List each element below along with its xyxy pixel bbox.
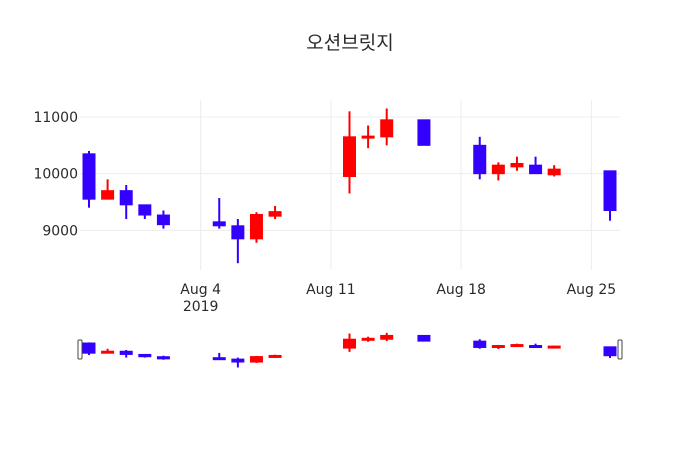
candle-body bbox=[212, 357, 226, 361]
range-slider-candles bbox=[82, 332, 617, 368]
range-slider-left-handle[interactable] bbox=[77, 339, 83, 360]
candle-2019-08-13[interactable] bbox=[361, 125, 375, 149]
candle-body bbox=[361, 337, 375, 341]
candle-body bbox=[82, 153, 96, 200]
slider-candle-2019-08-13[interactable] bbox=[361, 336, 375, 342]
candle-2019-07-29[interactable] bbox=[82, 151, 96, 208]
candle-body bbox=[361, 135, 375, 139]
candle-body bbox=[101, 190, 115, 200]
x-tick-label: Aug 4 bbox=[180, 282, 221, 298]
candle-body bbox=[156, 356, 170, 360]
candle-2019-08-07[interactable] bbox=[249, 212, 263, 243]
candle-body bbox=[101, 350, 115, 354]
candle-body bbox=[138, 204, 152, 216]
candle-2019-08-06[interactable] bbox=[231, 219, 245, 264]
slider-candle-2019-07-30[interactable] bbox=[101, 348, 115, 354]
y-tick-label: 9000 bbox=[42, 223, 78, 239]
candle-2019-08-08[interactable] bbox=[268, 205, 282, 219]
candle-body bbox=[510, 344, 524, 348]
candle-body bbox=[82, 342, 96, 354]
chart-title: 오션브릿지 bbox=[306, 32, 393, 54]
candle-body bbox=[119, 350, 133, 355]
candle-body bbox=[547, 345, 561, 349]
candle-body bbox=[510, 162, 524, 168]
slider-candle-2019-08-12[interactable] bbox=[343, 333, 356, 352]
y-tick-label: 10000 bbox=[33, 167, 78, 183]
candle-body bbox=[119, 190, 133, 206]
y-tick-label: 11000 bbox=[33, 110, 78, 126]
candle-body bbox=[156, 214, 170, 226]
slider-candle-2019-07-29[interactable] bbox=[82, 342, 96, 356]
slider-candle-2019-08-16[interactable] bbox=[417, 334, 431, 342]
candle-body bbox=[380, 334, 394, 340]
x-tick-label: Aug 25 bbox=[567, 282, 617, 298]
candle-2019-08-01[interactable] bbox=[138, 204, 152, 219]
candle-body bbox=[231, 225, 245, 240]
candle-2019-08-20[interactable] bbox=[491, 162, 505, 181]
slider-candle-2019-08-22[interactable] bbox=[529, 343, 543, 349]
candle-body bbox=[417, 119, 431, 146]
candle-body bbox=[529, 345, 543, 349]
candle-2019-08-21[interactable] bbox=[510, 156, 524, 171]
candle-body bbox=[231, 358, 245, 363]
candle-body bbox=[268, 211, 282, 217]
slider-candle-2019-08-19[interactable] bbox=[473, 339, 487, 349]
candle-body bbox=[603, 170, 617, 211]
candle-2019-08-19[interactable] bbox=[473, 136, 487, 180]
range-slider-right-handle[interactable] bbox=[617, 339, 623, 360]
candle-2019-08-23[interactable] bbox=[547, 165, 561, 177]
slider-candle-2019-07-31[interactable] bbox=[119, 350, 133, 358]
slider-candle-2019-08-23[interactable] bbox=[547, 345, 561, 349]
candle-2019-08-14[interactable] bbox=[380, 108, 394, 146]
candle-2019-08-22[interactable] bbox=[529, 156, 543, 175]
candle-body bbox=[473, 340, 487, 348]
candle-body bbox=[547, 168, 561, 176]
slider-candle-2019-08-06[interactable] bbox=[231, 357, 245, 368]
candle-body bbox=[138, 353, 152, 358]
candle-body bbox=[212, 221, 226, 227]
candle-layer[interactable] bbox=[82, 108, 617, 264]
x-tick-label: Aug 11 bbox=[306, 282, 356, 298]
candle-body bbox=[343, 136, 356, 177]
candle-body bbox=[249, 213, 263, 240]
x-tick-sublabel: 2019 bbox=[183, 299, 219, 315]
candle-2019-08-26[interactable] bbox=[603, 170, 617, 221]
slider-candle-2019-08-02[interactable] bbox=[156, 355, 170, 360]
slider-candle-2019-08-26[interactable] bbox=[603, 346, 617, 358]
candle-body bbox=[529, 164, 543, 175]
candle-body bbox=[343, 338, 356, 349]
candle-body bbox=[417, 334, 431, 342]
range-slider[interactable] bbox=[77, 332, 623, 368]
candle-2019-08-16[interactable] bbox=[417, 119, 431, 146]
candle-2019-08-05[interactable] bbox=[212, 198, 226, 229]
candle-2019-08-12[interactable] bbox=[343, 111, 356, 194]
candle-body bbox=[603, 346, 617, 357]
candle-body bbox=[491, 164, 505, 175]
slider-candle-2019-08-01[interactable] bbox=[138, 353, 152, 358]
candle-body bbox=[491, 345, 505, 349]
slider-candle-2019-08-20[interactable] bbox=[491, 344, 505, 349]
x-tick-label: Aug 18 bbox=[436, 282, 486, 298]
candle-body bbox=[249, 356, 263, 363]
candle-2019-07-31[interactable] bbox=[119, 185, 133, 219]
slider-candle-2019-08-21[interactable] bbox=[510, 343, 524, 348]
slider-candle-2019-08-05[interactable] bbox=[212, 352, 226, 361]
slider-candle-2019-08-08[interactable] bbox=[268, 354, 282, 358]
candle-body bbox=[380, 119, 394, 138]
candle-body bbox=[268, 354, 282, 358]
candle-2019-07-30[interactable] bbox=[101, 179, 115, 200]
slider-candle-2019-08-07[interactable] bbox=[249, 356, 263, 363]
candle-2019-08-02[interactable] bbox=[156, 210, 170, 229]
slider-candle-2019-08-14[interactable] bbox=[380, 332, 394, 342]
candle-body bbox=[473, 144, 487, 175]
